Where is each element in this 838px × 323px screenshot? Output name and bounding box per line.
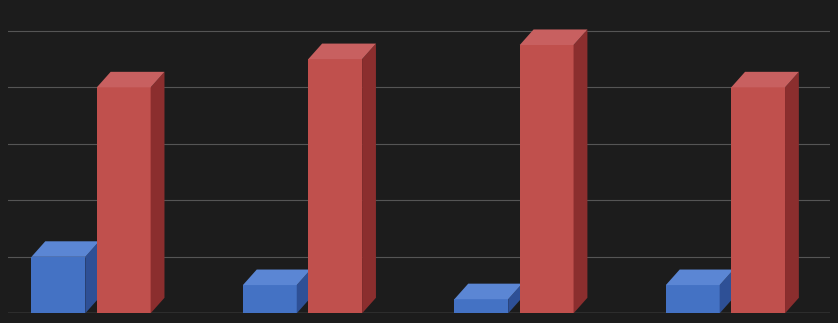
Polygon shape <box>454 299 508 313</box>
Polygon shape <box>243 269 311 285</box>
Polygon shape <box>720 269 733 313</box>
Polygon shape <box>666 269 733 285</box>
Polygon shape <box>732 72 799 87</box>
Polygon shape <box>732 87 785 313</box>
Polygon shape <box>85 241 99 313</box>
Polygon shape <box>785 72 799 313</box>
Polygon shape <box>297 269 311 313</box>
Polygon shape <box>666 285 720 313</box>
Polygon shape <box>573 29 587 313</box>
Polygon shape <box>97 87 151 313</box>
Polygon shape <box>32 257 85 313</box>
Polygon shape <box>520 29 587 45</box>
Polygon shape <box>508 284 522 313</box>
Polygon shape <box>97 72 164 87</box>
Polygon shape <box>454 284 522 299</box>
Polygon shape <box>362 44 376 313</box>
Polygon shape <box>243 285 297 313</box>
Polygon shape <box>308 59 362 313</box>
Polygon shape <box>151 72 164 313</box>
Polygon shape <box>520 45 573 313</box>
Polygon shape <box>32 241 99 257</box>
Polygon shape <box>308 44 376 59</box>
